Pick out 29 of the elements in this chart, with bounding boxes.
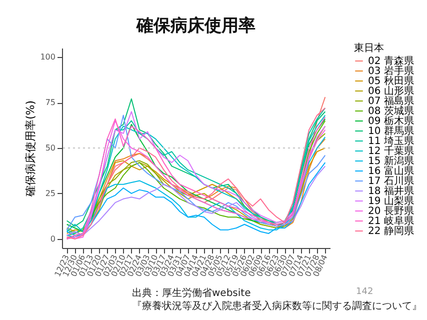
legend-label: 10 群馬県: [368, 125, 414, 137]
legend-label: 03 岩手県: [368, 65, 414, 77]
legend-label: 22 静岡県: [368, 225, 414, 237]
legend-label: 17 石川県: [368, 175, 414, 187]
source-note: 出典：厚生労働省website: [132, 288, 251, 299]
legend-label: 09 栃木県: [368, 115, 414, 127]
legend-label: 11 埼玉県: [368, 135, 414, 147]
text: 『療養状況等及び入院患者受入病床数等に関する調査について』: [132, 300, 422, 313]
legend-label: 12 千葉県: [368, 145, 414, 157]
y-tick-label: 25: [45, 188, 56, 198]
legend-label: 19 山梨県: [368, 195, 414, 207]
chart-title: 確保病床使用率: [136, 16, 256, 36]
legend-label: 21 岐阜県: [368, 215, 414, 227]
legend-title: 東日本: [354, 42, 384, 54]
y-tick-label: 100: [40, 52, 56, 62]
legend-label: 18 福井県: [368, 185, 414, 197]
legend-label: 20 長野県: [368, 206, 414, 217]
y-axis-title: 確保病床使用率(%): [24, 100, 38, 198]
y-tick-label: 50: [45, 144, 56, 152]
legend-label: 16 富山県: [368, 165, 414, 177]
legend-label: 05 秋田県: [368, 75, 414, 87]
text: 142: [356, 287, 374, 297]
legend-label: 02 青森県: [368, 55, 414, 67]
legend-label: 07 福島県: [368, 95, 414, 107]
y-tick-label: 0: [50, 234, 56, 244]
y-tick-label: 75: [45, 98, 56, 108]
legend-label: 06 山形県: [368, 85, 414, 97]
legend-label: 15 新潟県: [368, 155, 414, 167]
legend-label: 08 茨城県: [368, 105, 414, 117]
